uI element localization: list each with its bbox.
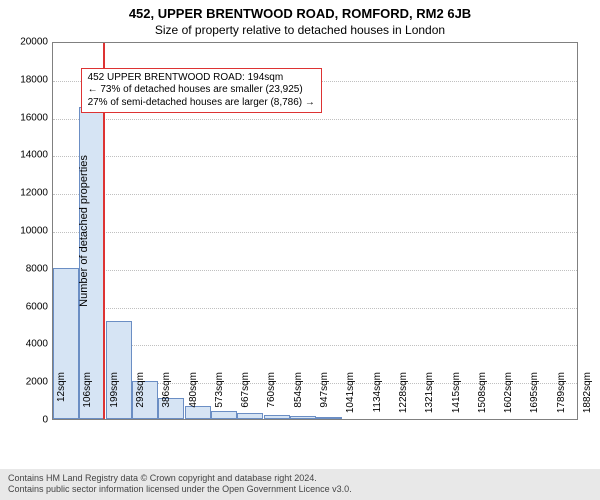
gridline bbox=[53, 270, 577, 271]
x-tick-label: 1508sqm bbox=[477, 372, 488, 424]
x-tick-label: 760sqm bbox=[266, 372, 277, 424]
x-tick-label: 386sqm bbox=[161, 372, 172, 424]
annotation-line: 27% of semi-detached houses are larger (… bbox=[88, 97, 315, 110]
x-tick-label: 1321sqm bbox=[424, 372, 435, 424]
x-tick-label: 106sqm bbox=[82, 372, 93, 424]
x-tick-label: 1789sqm bbox=[556, 372, 567, 424]
footer-line1: Contains HM Land Registry data © Crown c… bbox=[8, 473, 592, 485]
x-tick-label: 12sqm bbox=[56, 372, 67, 424]
x-tick-label: 1695sqm bbox=[529, 372, 540, 424]
x-tick-label: 854sqm bbox=[293, 372, 304, 424]
x-tick-label: 1228sqm bbox=[398, 372, 409, 424]
y-tick-label: 8000 bbox=[2, 263, 48, 274]
x-tick-label: 1134sqm bbox=[372, 372, 383, 424]
x-tick-label: 1415sqm bbox=[451, 372, 462, 424]
gridline bbox=[53, 119, 577, 120]
gridline bbox=[53, 232, 577, 233]
y-tick-label: 10000 bbox=[2, 226, 48, 237]
x-tick-label: 293sqm bbox=[135, 372, 146, 424]
y-tick-label: 14000 bbox=[2, 150, 48, 161]
y-tick-label: 2000 bbox=[2, 377, 48, 388]
chart: 452 UPPER BRENTWOOD ROAD: 194sqm← 73% of… bbox=[52, 42, 578, 420]
y-tick-label: 0 bbox=[2, 415, 48, 426]
x-tick-label: 480sqm bbox=[188, 372, 199, 424]
x-tick-label: 1041sqm bbox=[345, 372, 356, 424]
annotation-line: ← 73% of detached houses are smaller (23… bbox=[88, 84, 315, 97]
x-tick-label: 667sqm bbox=[240, 372, 251, 424]
x-tick-label: 199sqm bbox=[109, 372, 120, 424]
footer-line2: Contains public sector information licen… bbox=[8, 484, 592, 496]
plot-area: 452 UPPER BRENTWOOD ROAD: 194sqm← 73% of… bbox=[52, 42, 578, 420]
y-tick-label: 18000 bbox=[2, 74, 48, 85]
y-tick-label: 6000 bbox=[2, 301, 48, 312]
gridline bbox=[53, 194, 577, 195]
x-tick-label: 947sqm bbox=[319, 372, 330, 424]
annotation-line: 452 UPPER BRENTWOOD ROAD: 194sqm bbox=[88, 72, 315, 85]
y-axis-label: Number of detached properties bbox=[78, 155, 90, 307]
y-tick-label: 4000 bbox=[2, 339, 48, 350]
x-tick-label: 573sqm bbox=[214, 372, 225, 424]
y-tick-label: 16000 bbox=[2, 112, 48, 123]
y-tick-label: 20000 bbox=[2, 37, 48, 48]
gridline bbox=[53, 156, 577, 157]
sub-title: Size of property relative to detached ho… bbox=[0, 21, 600, 37]
main-title: 452, UPPER BRENTWOOD ROAD, ROMFORD, RM2 … bbox=[0, 0, 600, 21]
footer: Contains HM Land Registry data © Crown c… bbox=[0, 469, 600, 500]
gridline bbox=[53, 308, 577, 309]
x-tick-label: 1602sqm bbox=[503, 372, 514, 424]
annotation-box: 452 UPPER BRENTWOOD ROAD: 194sqm← 73% of… bbox=[81, 68, 322, 114]
y-tick-label: 12000 bbox=[2, 188, 48, 199]
x-tick-label: 1882sqm bbox=[582, 372, 593, 424]
